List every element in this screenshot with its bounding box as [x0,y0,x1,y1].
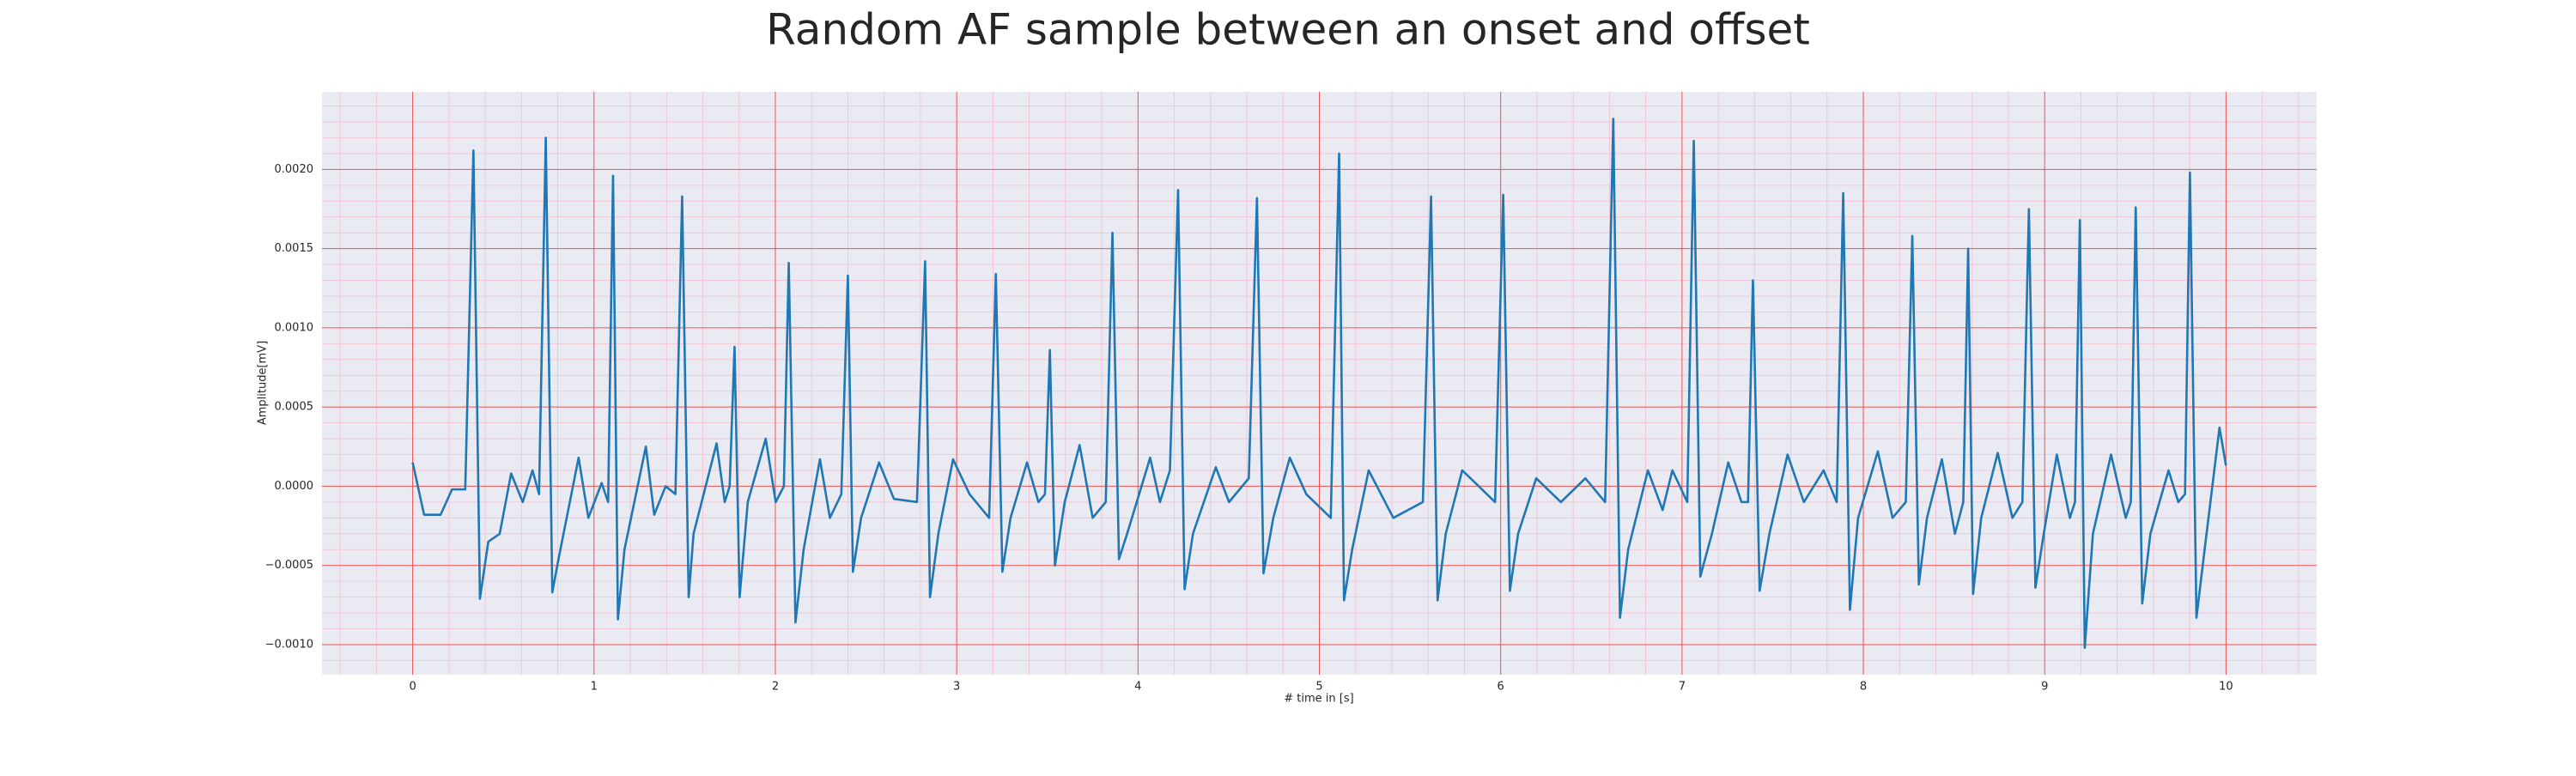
x-tick-label: 8 [1860,681,1867,694]
x-tick-label: 10 [2219,681,2233,694]
x-tick-label: 1 [591,681,598,694]
x-tick-label: 6 [1498,681,1504,694]
x-tick-label: 3 [953,681,960,694]
y-tick-label: 0.0005 [275,401,314,414]
line-series [411,118,2227,649]
x-axis-label: # time in [s] [1284,693,1353,706]
y-tick-label: 0.0000 [275,480,314,493]
x-tick-label: 9 [2041,681,2048,694]
x-tick-label: 4 [1134,681,1141,694]
x-tick-label: 2 [772,681,779,694]
y-tick-label: 0.0010 [275,321,314,334]
y-tick-label: −0.0010 [265,638,313,651]
y-axis-label: Amplitude[mV] [257,341,270,425]
x-tick-label: 5 [1315,681,1322,694]
x-tick-label: 7 [1679,681,1686,694]
y-tick-label: −0.0005 [265,559,313,572]
x-tick-label: 0 [409,681,416,694]
y-tick-label: 0.0015 [275,242,314,255]
chart-title: Random AF sample between an onset and of… [766,5,1810,55]
y-tick-label: 0.0020 [275,163,314,176]
